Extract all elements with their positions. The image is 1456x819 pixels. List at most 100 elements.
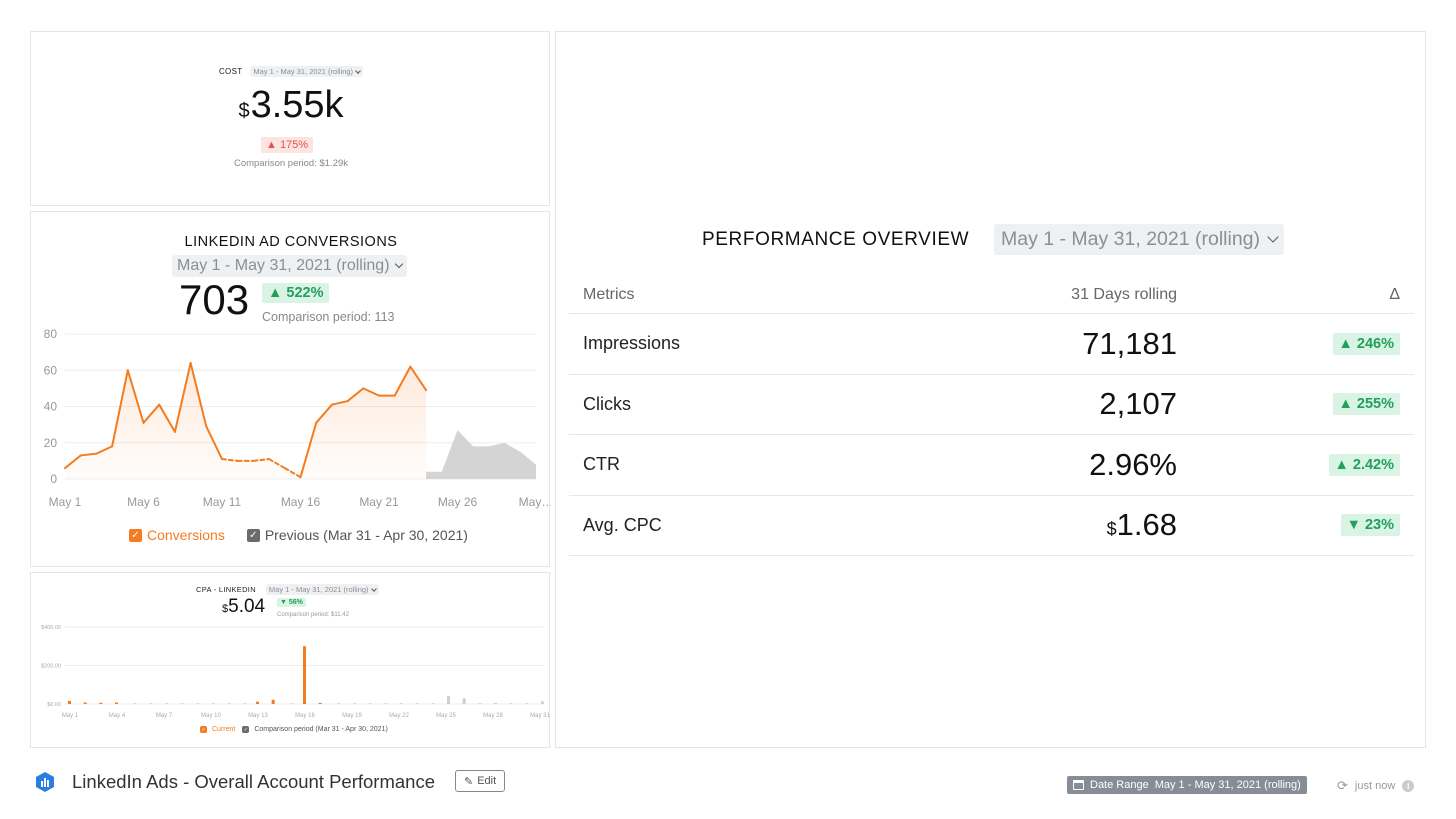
edit-button[interactable]: ✎ Edit [455,770,506,792]
legend-item-conversions[interactable]: ✓ Conversions [129,527,225,543]
cpa-date-range-dropdown[interactable]: May 1 - May 31, 2021 (rolling) [265,584,379,595]
x-tick-label: May 16 [281,495,321,509]
performance-table: Metrics 31 Days rolling Δ Impressions 71… [569,276,1414,556]
previous-period-area [426,430,536,479]
legend-label-current: Current [212,726,236,733]
conversions-line-segment-estimated [283,467,302,479]
conversions-line-segment [409,365,428,392]
legend-item-comparison[interactable]: ✓ Comparison period (Mar 31 - Apr 30, 20… [242,726,388,733]
conversions-line-segment [315,403,333,424]
conversions-line-segment [299,421,318,479]
cost-header: COST May 1 - May 31, 2021 (rolling) [31,66,551,77]
x-tick-label: May 10 [201,713,221,719]
conversions-line-segment [111,369,129,448]
y-tick-label: 60 [44,363,58,377]
refresh-icon[interactable]: ⟳ [1337,778,1348,793]
y-tick-label: 80 [44,327,58,341]
x-tick-label: May 7 [156,713,173,719]
currency-symbol: $ [222,603,229,615]
conversions-line-segment [205,425,223,461]
x-tick-label: May 22 [389,713,409,719]
current-bar [83,702,87,704]
column-header-delta: Δ [1389,285,1400,303]
legend-item-current[interactable]: ✓ Current [200,726,235,733]
x-tick-label: May 31 [530,713,550,719]
conversions-line-segment-estimated [252,458,271,462]
edit-button-label: Edit [477,775,497,787]
conversions-legend: ✓ Conversions ✓ Previous (Mar 31 - Apr 3… [129,527,468,543]
metric-delta-badge: ▼ 23% [1340,514,1400,537]
comparison-bar [353,703,356,704]
cpa-header: CPA - LINKEDIN May 1 - May 31, 2021 (rol… [196,584,379,595]
comparison-bar [509,703,513,704]
conversions-line-segment-estimated [221,458,239,462]
checkbox-checked-icon[interactable]: ✓ [246,528,260,542]
metric-name: CTR [583,454,620,475]
cpa-widget: CPA - LINKEDIN May 1 - May 31, 2021 (rol… [30,572,550,748]
column-header-value: 31 Days rolling [1071,285,1177,303]
refresh-time: just now [1354,780,1396,792]
y-tick-label: $0.00 [47,702,61,708]
conversions-line-segment [126,369,145,424]
x-tick-label: May 1 [49,495,82,509]
comparison-bar [337,703,341,704]
comparison-bar [227,703,231,704]
current-bar [68,700,71,704]
x-tick-label: May 1 [62,713,79,719]
x-tick-label: May 19 [342,713,362,719]
metric-delta-cell: ▲ 255% [1177,393,1400,416]
current-bar [115,702,118,704]
x-tick-label: May 13 [248,713,268,719]
checkbox-checked-icon[interactable]: ✓ [200,726,207,733]
legend-item-previous[interactable]: ✓ Previous (Mar 31 - Apr 30, 2021) [246,527,468,543]
metric-delta-badge: ▲ 2.42% [1328,453,1400,476]
conversions-line-segment [393,365,412,397]
conversions-date-range-dropdown[interactable]: May 1 - May 31, 2021 (rolling) [172,255,407,277]
cpa-value: $5.04 [222,596,265,618]
x-tick-label: May 26 [438,495,478,509]
info-icon[interactable]: i [1402,780,1415,792]
conversions-line-segment [362,387,380,397]
metric-value: 2,107 [1099,386,1177,422]
conversions-value: 703 [179,276,250,323]
calendar-icon [1073,780,1084,790]
x-tick-label: May 6 [127,495,160,509]
cpa-comparison-text: Comparison period: $11.42 [277,612,349,618]
current-bar [256,701,259,704]
comparison-bar [447,695,450,704]
conversions-line-segment [189,362,208,428]
performance-date-range-dropdown[interactable]: May 1 - May 31, 2021 (rolling) [994,224,1285,255]
metric-name: Avg. CPC [583,514,662,535]
comparison-bar [368,703,372,704]
comparison-bar [478,703,482,704]
checkbox-checked-icon[interactable]: ✓ [129,528,142,542]
cpa-amount: 5.04 [228,596,266,617]
legend-label-comparison: Comparison period (Mar 31 - Apr 30, 2021… [254,726,388,733]
comparison-bar [149,703,153,704]
y-tick-label: $200.00 [41,664,61,670]
comparison-bar [494,702,497,704]
comparison-bar [243,703,247,704]
comparison-bar [180,703,184,704]
cost-date-range-dropdown[interactable]: May 1 - May 31, 2021 (rolling) [250,66,364,77]
performance-date-range-label: May 1 - May 31, 2021 (rolling) [1001,228,1261,250]
table-row: Impressions 71,181 ▲ 246% [569,314,1414,375]
y-tick-label: $400.00 [41,625,61,631]
currency-symbol: $ [238,100,250,122]
date-range-chip[interactable]: Date Range May 1 - May 31, 2021 (rolling… [1067,776,1307,794]
x-tick-label: May 16 [295,713,315,719]
comparison-bar [431,703,435,704]
checkbox-checked-icon[interactable]: ✓ [242,726,250,733]
y-tick-label: 20 [44,436,58,450]
conversions-area [65,363,427,479]
cost-title: COST [218,67,243,76]
chevron-down-icon [355,67,361,74]
table-row: CTR 2.96% ▲ 2.42% [569,435,1414,496]
metric-name: Clicks [583,393,631,414]
metric-delta-badge: ▲ 246% [1332,332,1400,355]
conversions-line-segment [79,452,98,457]
comparison-bar [196,703,200,704]
current-bar [303,646,306,704]
conversions-line-segment [173,362,192,433]
cpa-title: CPA - LINKEDIN [196,585,256,594]
